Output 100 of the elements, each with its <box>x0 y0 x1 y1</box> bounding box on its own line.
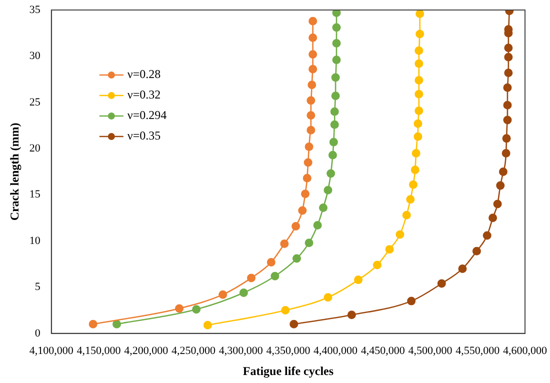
point <box>503 83 512 92</box>
legend-label: ν=0.28 <box>127 67 161 82</box>
point <box>372 260 382 270</box>
point <box>504 52 513 62</box>
legend-label: ν=0.35 <box>127 128 161 143</box>
x-tick-label: 4,400,000 <box>314 344 358 357</box>
point <box>308 80 316 90</box>
point <box>239 288 248 297</box>
point <box>308 64 318 74</box>
point <box>498 167 508 176</box>
point <box>88 320 98 328</box>
x-axis-title: Fatigue life cycles <box>242 364 334 378</box>
point <box>280 240 289 248</box>
point <box>414 59 424 68</box>
point <box>437 279 446 288</box>
point <box>482 231 492 240</box>
point <box>402 210 411 220</box>
point <box>329 138 338 146</box>
point <box>414 90 424 98</box>
point <box>304 142 314 151</box>
point <box>458 264 467 273</box>
point <box>330 120 339 129</box>
point <box>414 46 424 55</box>
y-tick-label: 15 <box>29 188 41 201</box>
point <box>496 181 505 190</box>
point <box>503 100 512 110</box>
point <box>192 305 201 314</box>
x-tick-label: 4,550,000 <box>456 344 500 357</box>
point <box>416 10 424 18</box>
point <box>281 306 290 315</box>
legend-label: ν=0.294 <box>127 108 167 122</box>
point <box>332 39 341 48</box>
point <box>331 73 340 82</box>
point <box>416 30 424 38</box>
point <box>304 158 312 167</box>
point <box>290 320 298 328</box>
point <box>308 16 318 26</box>
x-tick-label: 4,350,000 <box>266 344 311 357</box>
x-tick-label: 4,300,000 <box>218 344 264 357</box>
point <box>308 33 318 42</box>
y-axis-title: Crack length (mm) <box>7 122 22 221</box>
point <box>313 221 322 230</box>
point <box>298 206 307 215</box>
point <box>504 44 513 52</box>
point <box>330 107 339 116</box>
point <box>504 68 513 78</box>
point <box>306 96 316 105</box>
point <box>112 320 122 328</box>
point <box>218 290 228 299</box>
point <box>332 23 341 32</box>
y-tick-label: 0 <box>34 327 41 340</box>
point <box>406 195 415 204</box>
point <box>308 50 318 59</box>
x-tick-label: 4,600,000 <box>503 344 548 357</box>
point <box>270 272 280 280</box>
point <box>502 134 511 143</box>
point <box>332 10 341 18</box>
point <box>324 186 332 194</box>
point <box>331 92 340 100</box>
y-tick-label: 5 <box>34 281 41 294</box>
y-tick-label: 30 <box>29 50 41 62</box>
point <box>247 274 256 282</box>
x-tick-label: 4,150,000 <box>76 344 122 357</box>
point <box>414 76 424 84</box>
point <box>385 245 394 254</box>
y-tick-label: 25 <box>29 96 41 108</box>
point <box>414 132 422 141</box>
point <box>332 56 341 64</box>
point <box>324 293 332 302</box>
point <box>292 222 300 230</box>
point <box>347 310 356 320</box>
x-tick-label: 4,500,000 <box>408 344 453 357</box>
point <box>414 119 422 128</box>
point <box>354 276 363 284</box>
y-tick-label: 20 <box>29 142 41 154</box>
point <box>396 230 404 239</box>
point <box>410 166 420 174</box>
point <box>408 180 418 189</box>
x-tick-label: 4,450,000 <box>360 344 406 357</box>
legend-label: ν=0.32 <box>127 88 161 102</box>
point <box>503 116 512 124</box>
x-tick-label: 4,200,000 <box>124 344 169 357</box>
point <box>326 169 336 178</box>
point <box>302 174 312 182</box>
x-tick-label: 4,250,000 <box>171 344 216 357</box>
x-tick-label: 4,100,000 <box>29 344 74 357</box>
point <box>266 258 276 266</box>
point <box>292 254 301 263</box>
y-tick-label: 35 <box>29 4 41 16</box>
point <box>304 238 314 248</box>
point <box>175 304 184 313</box>
point <box>203 320 212 330</box>
point <box>414 106 424 115</box>
point <box>328 150 337 160</box>
point <box>306 126 316 134</box>
y-tick-label: 10 <box>29 234 41 247</box>
point <box>318 203 328 212</box>
point <box>306 111 316 120</box>
point <box>472 246 481 256</box>
point <box>407 296 416 306</box>
